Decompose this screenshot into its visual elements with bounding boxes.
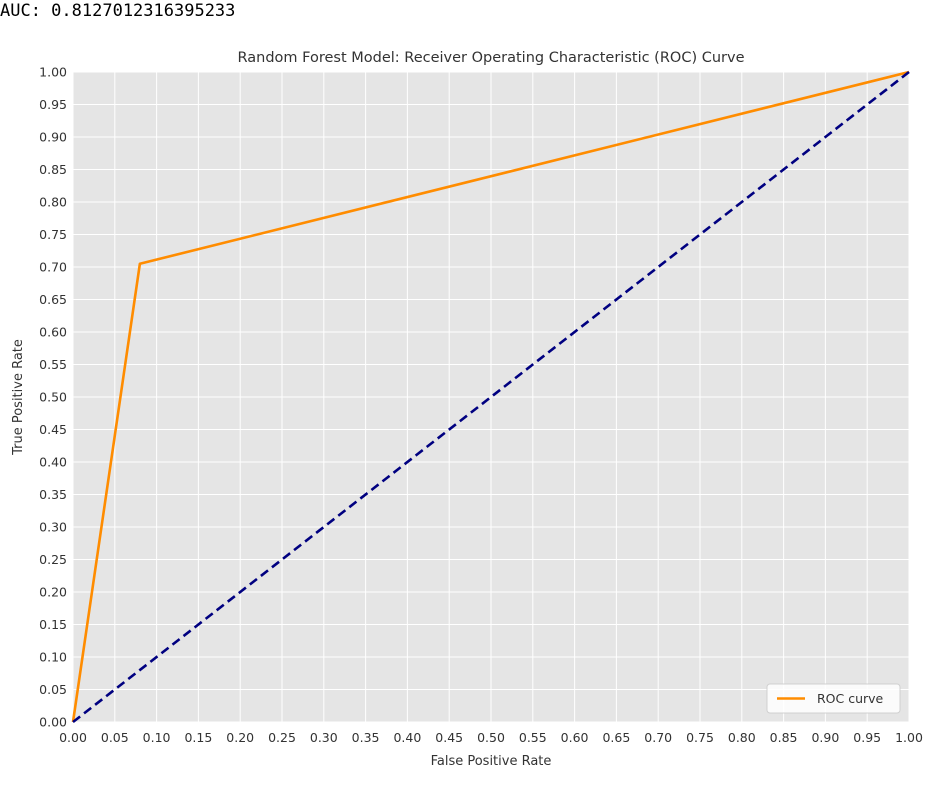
auc-output-text: AUC: 0.8127012316395233 (0, 1, 236, 21)
y-tick-label: 0.80 (39, 195, 67, 210)
grid-lines (72, 71, 910, 723)
y-tick-labels: 0.00 0.05 0.10 0.15 0.20 0.25 0.30 0.35 0.40 0.45… (39, 65, 67, 730)
x-tick-label: 0.35 (352, 730, 380, 745)
series-layer (71, 70, 910, 724)
x-tick-label: 0.95 (853, 730, 881, 745)
y-tick-label: 0.85 (39, 162, 67, 177)
x-tick-label: 0.30 (310, 730, 338, 745)
x-tick-label: 0.50 (477, 730, 505, 745)
y-tick-label: 0.15 (39, 617, 67, 632)
x-tick-label: 0.70 (644, 730, 672, 745)
chance-diagonal-line (72, 70, 910, 724)
x-tick-label: 0.90 (811, 730, 839, 745)
x-tick-labels: 0.00 0.05 0.10 0.15 0.20 0.25 0.30 0.35 0.40 0.45… (59, 730, 923, 745)
y-tick-label: 0.65 (39, 292, 67, 307)
y-tick-label: 0.60 (39, 325, 67, 340)
x-tick-label: 0.80 (728, 730, 756, 745)
y-tick-label: 1.00 (39, 65, 67, 80)
roc-curve-line (71, 70, 910, 723)
y-tick-label: 0.25 (39, 552, 67, 567)
x-tick-label: 0.05 (101, 730, 129, 745)
x-tick-label: 0.55 (519, 730, 547, 745)
y-tick-label: 0.95 (39, 97, 67, 112)
y-tick-label: 0.45 (39, 422, 67, 437)
legend: ROC curve (766, 683, 901, 714)
y-tick-label: 0.35 (39, 487, 67, 502)
y-axis-title: True Positive Rate (11, 339, 26, 456)
x-tick-label: 0.20 (226, 730, 254, 745)
x-tick-label: 0.15 (184, 730, 212, 745)
y-tick-label: 0.75 (39, 227, 67, 242)
y-tick-label: 0.50 (39, 390, 67, 405)
x-tick-label: 0.85 (770, 730, 798, 745)
y-tick-label: 0.00 (39, 715, 67, 730)
x-tick-label: 1.00 (895, 730, 923, 745)
x-tick-label: 0.45 (435, 730, 463, 745)
x-axis-title: False Positive Rate (431, 754, 552, 769)
x-tick-label: 0.25 (268, 730, 296, 745)
y-tick-label: 0.10 (39, 650, 67, 665)
chart-title: Random Forest Model: Receiver Operating … (238, 50, 745, 66)
y-tick-label: 0.20 (39, 585, 67, 600)
legend-label-roc-curve: ROC curve (817, 691, 884, 706)
x-tick-label: 0.40 (393, 730, 421, 745)
x-tick-label: 0.10 (143, 730, 171, 745)
x-tick-label: 0.60 (561, 730, 589, 745)
x-tick-label: 0.75 (686, 730, 714, 745)
x-tick-label: 0.00 (59, 730, 87, 745)
y-tick-label: 0.55 (39, 357, 67, 372)
y-tick-label: 0.90 (39, 130, 67, 145)
x-tick-label: 0.65 (602, 730, 630, 745)
y-tick-label: 0.40 (39, 455, 67, 470)
legend-box (766, 683, 901, 714)
y-tick-label: 0.70 (39, 260, 67, 275)
y-tick-label: 0.30 (39, 520, 67, 535)
y-tick-label: 0.05 (39, 682, 67, 697)
